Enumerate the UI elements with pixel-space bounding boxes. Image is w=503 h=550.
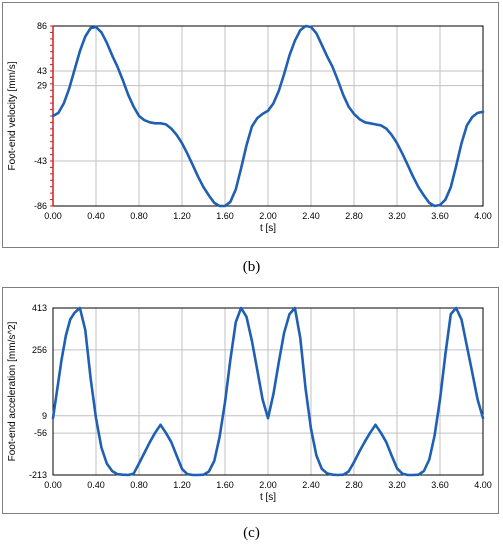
x-tick-label: 0.40 xyxy=(87,211,105,221)
y-tick-label: 9 xyxy=(42,411,47,421)
x-tick-label: 4.00 xyxy=(474,211,492,221)
y-tick-label: 86 xyxy=(37,21,47,31)
x-tick-label: 1.20 xyxy=(173,480,191,490)
x-tick-label: 2.80 xyxy=(345,480,363,490)
x-tick-label: 3.60 xyxy=(431,480,449,490)
x-tick-label: 0.80 xyxy=(130,211,148,221)
acceleration-chart: 0.00 0.40 0.80 1.20 1.60 2.00 2.40 2.80 3.20 3.60… xyxy=(7,303,492,503)
series-line xyxy=(51,24,485,208)
x-tick-label: 2.00 xyxy=(259,211,277,221)
y-tick-label: 43 xyxy=(37,66,47,76)
x-axis-label: t [s] xyxy=(260,492,276,503)
x-axis-label: t [s] xyxy=(260,223,276,234)
x-tick-label: 3.60 xyxy=(431,211,449,221)
y-tick-label: -43 xyxy=(34,156,47,166)
acceleration-chart-panel: 0.00 0.40 0.80 1.20 1.60 2.00 2.40 2.80 3.20 3.60… xyxy=(2,287,499,514)
y-axis-label: Foot-end velocity [mm/s] xyxy=(7,61,18,170)
x-tick-label: 0.00 xyxy=(44,211,62,221)
x-tick-label: 3.20 xyxy=(388,211,406,221)
plot-frame xyxy=(52,307,484,476)
y-tick-label: 256 xyxy=(32,345,47,355)
velocity-chart-panel: 0.00 0.40 0.80 1.20 1.60 2.00 2.40 2.80 3.20 3.60… xyxy=(2,2,499,248)
x-tick-label: 1.20 xyxy=(173,211,191,221)
x-tick-label: 0.40 xyxy=(87,480,105,490)
x-tick-label: 2.40 xyxy=(302,211,320,221)
x-tick-label: 1.60 xyxy=(216,211,234,221)
x-tick-label: 0.80 xyxy=(130,480,148,490)
x-tick-label: 2.40 xyxy=(302,480,320,490)
y-tick-label: 413 xyxy=(32,303,47,313)
y-tick-label: -213 xyxy=(29,470,47,480)
x-tick-label: 2.00 xyxy=(259,480,277,490)
velocity-chart: 0.00 0.40 0.80 1.20 1.60 2.00 2.40 2.80 3.20 3.60… xyxy=(7,21,492,234)
x-tick-label: 3.20 xyxy=(388,480,406,490)
y-tick-label: -56 xyxy=(34,428,47,438)
y-axis-label: Foot-end acceleration [mm/s^2] xyxy=(7,321,18,461)
caption-c: (c) xyxy=(243,525,260,541)
x-tick-label: 4.00 xyxy=(474,480,492,490)
x-tick-label: 2.80 xyxy=(345,211,363,221)
y-tick-label: -86 xyxy=(34,201,47,211)
caption-b: (b) xyxy=(242,259,261,275)
x-tick-label: 1.60 xyxy=(216,480,234,490)
x-tick-label: 0.00 xyxy=(44,480,62,490)
series-line xyxy=(51,306,485,477)
y-tick-label: 29 xyxy=(37,81,47,91)
